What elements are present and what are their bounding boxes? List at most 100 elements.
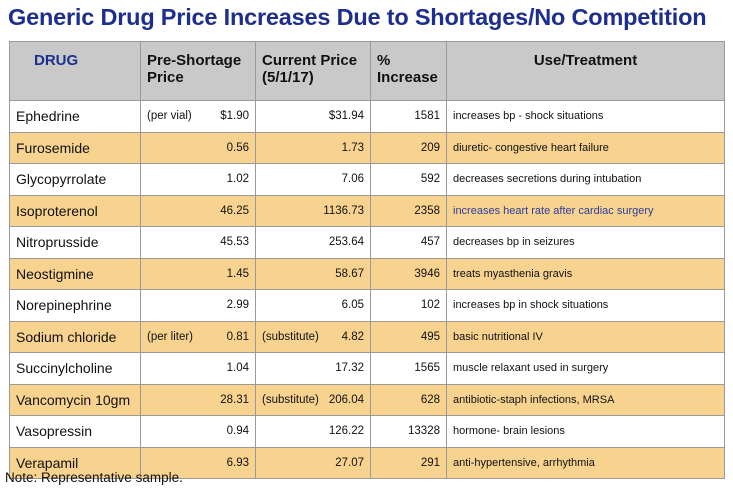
table-row: Furosemide 0.56 1.73 209 diuretic- congestiv… [9, 131, 725, 164]
current-price-cell-value: 7.06 [341, 173, 364, 186]
current-price-cell-value: 58.67 [335, 267, 364, 280]
pre-shortage-price-cell-value: 6.93 [226, 456, 249, 469]
header-current-price: Current Price (5/1/17) [255, 41, 371, 101]
current-price-cell-value: $31.94 [328, 110, 364, 123]
pre-shortage-price-cell-value: 1.02 [226, 173, 249, 186]
table-row: Succinylcholine 1.04 17.32 1565 muscle relax… [9, 352, 725, 385]
pre-shortage-price-cell: 2.99 [140, 289, 256, 322]
drug-name-cell: Neostigmine [9, 257, 141, 290]
pre-shortage-price-cell-value: 0.56 [226, 141, 249, 154]
pre-shortage-price-cell: 1.02 [140, 163, 256, 196]
drug-name-cell: Verapamil [9, 446, 141, 479]
percent-increase-cell: 628 [370, 383, 447, 416]
percent-increase-cell: 1581 [370, 100, 447, 133]
current-price-cell-value: 253.64 [328, 236, 364, 249]
table-header-row: DRUG Pre-Shortage Price Current Price (5/1… [9, 41, 725, 101]
percent-increase-cell: 495 [370, 320, 447, 353]
current-price-cell: 126.22 [255, 415, 371, 448]
drug-name-cell: Sodium chloride [9, 320, 141, 353]
drug-name-cell: Succinylcholine [9, 352, 141, 385]
pre-shortage-price-cell-value: 1.04 [226, 362, 249, 375]
table-row: Glycopyrrolate 1.02 7.06 592 decreases secre… [9, 163, 725, 196]
use-treatment-cell: hormone- brain lesions [446, 415, 725, 448]
current-price-cell: 58.67 [255, 257, 371, 290]
pre-shortage-price-cell-value: 46.25 [220, 204, 249, 217]
header-drug: DRUG [9, 41, 141, 101]
pre-shortage-price-cell: 1.04 [140, 352, 256, 385]
table-row: Sodium chloride (per liter) 0.81 (substitut… [9, 320, 725, 353]
current-price-cell: (substitute) 4.82 [255, 320, 371, 353]
drug-name-cell: Vasopressin [9, 415, 141, 448]
pre-shortage-price-cell-note: (per liter) [147, 330, 194, 343]
header-pre-shortage-price: Pre-Shortage Price [140, 41, 256, 101]
current-price-cell: (substitute) 206.04 [255, 383, 371, 416]
use-treatment-cell: decreases bp in seizures [446, 226, 725, 259]
drug-name-cell: Norepinephrine [9, 289, 141, 322]
current-price-cell: 1.73 [255, 131, 371, 164]
use-treatment-cell: anti-hypertensive, arrhythmia [446, 446, 725, 479]
table-row: Verapamil 6.93 27.07 291 anti-hypertensive, … [9, 446, 725, 479]
current-price-cell: 17.32 [255, 352, 371, 385]
current-price-cell-note: (substitute) [262, 393, 319, 406]
use-treatment-cell: antibiotic-staph infections, MRSA [446, 383, 725, 416]
pre-shortage-price-cell-value: 0.81 [226, 330, 249, 343]
use-treatment-cell: increases bp in shock situations [446, 289, 725, 322]
pre-shortage-price-cell: 46.25 [140, 194, 256, 227]
header-percent-increase: % Increase [370, 41, 447, 101]
pre-shortage-price-cell-value: 2.99 [226, 299, 249, 312]
percent-increase-cell: 592 [370, 163, 447, 196]
use-treatment-cell: increases bp - shock situations [446, 100, 725, 133]
current-price-cell: 6.05 [255, 289, 371, 322]
pre-shortage-price-cell: 0.94 [140, 415, 256, 448]
drug-name-cell: Ephedrine [9, 100, 141, 133]
current-price-cell-value: 1136.73 [323, 204, 364, 217]
table-row: Norepinephrine 2.99 6.05 102 increases bp in… [9, 289, 725, 322]
percent-increase-cell: 1565 [370, 352, 447, 385]
use-treatment-cell: increases heart rate after cardiac surge… [446, 194, 725, 227]
pre-shortage-price-cell-value: 45.53 [220, 236, 249, 249]
table-row: Isoproterenol 46.25 1136.73 2358 increases h… [9, 194, 725, 227]
pre-shortage-price-cell: 0.56 [140, 131, 256, 164]
pre-shortage-price-cell-value: $1.90 [220, 110, 249, 123]
pre-shortage-price-cell-value: 28.31 [220, 393, 249, 406]
use-treatment-cell: basic nutritional IV [446, 320, 725, 353]
current-price-cell: 1136.73 [255, 194, 371, 227]
pre-shortage-price-cell: 1.45 [140, 257, 256, 290]
use-treatment-cell: muscle relaxant used in surgery [446, 352, 725, 385]
footnote: Note: Representative sample. [5, 470, 183, 485]
percent-increase-cell: 2358 [370, 194, 447, 227]
use-treatment-cell: treats myasthenia gravis [446, 257, 725, 290]
drug-name-cell: Furosemide [9, 131, 141, 164]
current-price-cell: 253.64 [255, 226, 371, 259]
table-row: Ephedrine (per vial) $1.90 $31.94 1581 increa… [9, 100, 725, 133]
current-price-cell-value: 1.73 [341, 141, 364, 154]
percent-increase-cell: 102 [370, 289, 447, 322]
drug-name-cell: Glycopyrrolate [9, 163, 141, 196]
use-treatment-cell: decreases secretions during intubation [446, 163, 725, 196]
current-price-cell: 7.06 [255, 163, 371, 196]
current-price-cell-note: (substitute) [262, 330, 319, 343]
current-price-cell-value: 6.05 [341, 299, 364, 312]
pre-shortage-price-cell-note: (per vial) [147, 110, 192, 123]
percent-increase-cell: 457 [370, 226, 447, 259]
current-price-cell: $31.94 [255, 100, 371, 133]
table-row: Vancomycin 10gm 28.31 (substitute) 206.04 62… [9, 383, 725, 416]
pre-shortage-price-cell-value: 1.45 [226, 267, 249, 280]
drug-name-cell: Isoproterenol [9, 194, 141, 227]
percent-increase-cell: 209 [370, 131, 447, 164]
percent-increase-cell: 3946 [370, 257, 447, 290]
page-title: Generic Drug Price Increases Due to Shor… [8, 4, 707, 30]
percent-increase-cell: 13328 [370, 415, 447, 448]
current-price-cell-value: 4.82 [341, 330, 364, 343]
pre-shortage-price-cell: 45.53 [140, 226, 256, 259]
current-price-cell-value: 17.32 [335, 362, 364, 375]
use-treatment-cell: diuretic- congestive heart failure [446, 131, 725, 164]
drug-name-cell: Vancomycin 10gm [9, 383, 141, 416]
table-row: Neostigmine 1.45 58.67 3946 treats myastheni… [9, 257, 725, 290]
drug-name-cell: Nitroprusside [9, 226, 141, 259]
table-row: Vasopressin 0.94 126.22 13328 hormone- brain… [9, 415, 725, 448]
current-price-cell-value: 206.04 [328, 393, 364, 406]
pre-shortage-price-cell: (per liter) 0.81 [140, 320, 256, 353]
pre-shortage-price-cell: 28.31 [140, 383, 256, 416]
current-price-cell: 27.07 [255, 446, 371, 479]
